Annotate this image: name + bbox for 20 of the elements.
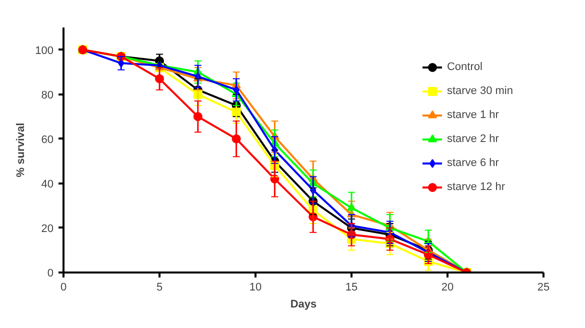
legend-label: starve 30 min [446, 85, 513, 97]
x-tick-label: 25 [537, 282, 550, 294]
y-tick-label: 0 [47, 268, 54, 280]
legend-label: starve 2 hr [446, 133, 499, 145]
x-tick-label: 20 [441, 282, 454, 294]
y-tick-label: 60 [41, 134, 54, 146]
x-tick-label: 15 [345, 282, 358, 294]
y-tick-label: 20 [41, 222, 54, 235]
y-axis-title: % survival [15, 122, 28, 178]
x-axis-title: Days [290, 298, 317, 310]
y-tick-label: 80 [41, 89, 54, 102]
legend-label: starve 6 hr [446, 157, 499, 169]
y-tick-label: 100 [35, 44, 54, 57]
legend-label: Control [446, 61, 482, 73]
x-tick-label: 10 [249, 282, 262, 294]
legend-label: starve 1 hr [446, 109, 499, 121]
x-tick-label: 5 [156, 282, 163, 294]
legend-label: starve 12 hr [446, 181, 506, 193]
y-tick-label: 40 [41, 178, 54, 190]
x-tick-label: 0 [60, 282, 67, 294]
